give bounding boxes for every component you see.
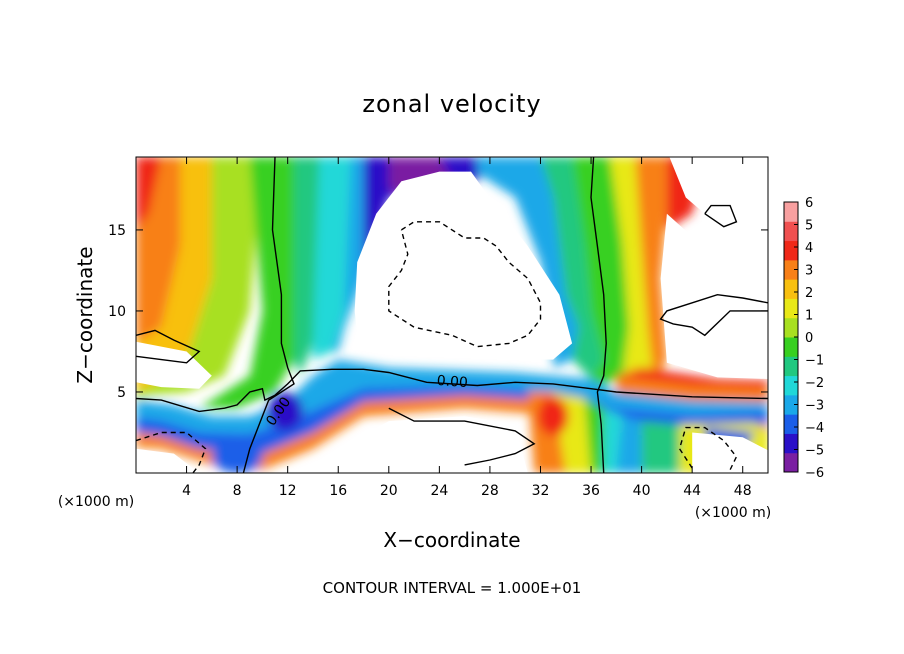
y-tick-label: 5 (117, 385, 126, 401)
colorbar-swatch (784, 317, 798, 338)
colorbar-tick-label: 6 (805, 196, 813, 211)
x-axis-title: X−coordinate (383, 528, 520, 552)
x-tick-label: 48 (734, 483, 752, 499)
colorbar-swatch (784, 394, 798, 415)
field-white-bottom-left (136, 448, 200, 473)
x-axis: 4 8 12 16 20 24 28 32 36 40 44 48 (182, 157, 752, 499)
field-left-orange (136, 157, 225, 392)
field-column-cyan-right (641, 421, 680, 473)
x-unit-label-left: (×1000 m) (58, 494, 134, 510)
colorbar-tick-label: 5 (805, 219, 813, 234)
colorbar-swatch (784, 337, 798, 357)
field-right-pink-strip (616, 367, 768, 389)
field-white-bottom (338, 416, 528, 473)
colorbar: 6 5 4 3 2 1 0 −1 −2 −3 −4 −5 −6 (783, 196, 824, 481)
colorbar-swatch (784, 356, 798, 377)
x-tick-label: 36 (582, 483, 600, 499)
colorbar-tick-label: −5 (805, 444, 824, 459)
contour-lines (136, 157, 768, 473)
colorbar-tick-label: −2 (805, 376, 824, 391)
field-right-red-band (635, 157, 667, 384)
y-axis-title: Z−coordinate (73, 246, 97, 383)
colorbar-tick-label: −1 (805, 354, 824, 369)
x-tick-label: 8 (233, 483, 242, 499)
plot-frame (135, 156, 769, 474)
colorbar-tick-label: 1 (805, 309, 813, 324)
colorbar-tick-label: 0 (805, 331, 813, 346)
field-white-bottom-right (692, 432, 768, 473)
colorbar-tick-label: −6 (805, 466, 824, 481)
field-right-yellow-band (610, 157, 655, 376)
field-white-top-right (669, 157, 768, 263)
colorbar-swatch (784, 240, 798, 261)
x-tick-label: 40 (633, 483, 651, 499)
colorbar-swatch (784, 279, 798, 299)
x-tick-label: 32 (532, 483, 550, 499)
colorbar-swatch (784, 452, 798, 473)
colorbar-swatch (784, 433, 798, 454)
x-tick-label: 20 (380, 483, 398, 499)
field-right-red-strip (616, 375, 768, 402)
plot-area: 0.00 0.00 (135, 156, 769, 474)
contour-bottom (388, 407, 536, 466)
field-lower-red (136, 395, 768, 470)
field-left-pink (136, 157, 162, 230)
colorbar-swatch (784, 259, 798, 280)
contour-right-small (704, 204, 738, 228)
chart-title: zonal velocity (362, 90, 541, 118)
colorbar-swatch (784, 375, 798, 396)
colorbar-tick-label: 3 (805, 264, 813, 279)
y-tick-label: 15 (108, 223, 126, 239)
colorbar-swatch (784, 414, 798, 434)
contour-right-dashed (678, 426, 738, 471)
contour-zero-shear (136, 368, 768, 413)
contour-zero-left (242, 157, 295, 473)
contour-center-dashed (388, 221, 542, 348)
x-tick-label: 12 (279, 483, 297, 499)
field-column-green (584, 398, 604, 473)
field-green-column (199, 157, 301, 409)
x-tick-label: 28 (481, 483, 499, 499)
velocity-field (136, 157, 768, 473)
contour-zero-right (590, 157, 607, 473)
colorbar-swatch (784, 221, 798, 242)
colorbar-swatch (784, 298, 798, 319)
y-tick-label: 10 (108, 304, 126, 320)
field-left-shear-core (267, 391, 303, 431)
colorbar-tick-label: −3 (805, 399, 824, 414)
field-shear-deep-blue (136, 385, 768, 454)
field-column-pink-core (537, 396, 569, 436)
contour-interval-note: CONTOUR INTERVAL = 1.000E+01 (323, 579, 582, 597)
field-column-cyan (603, 408, 623, 473)
x-tick-label: 16 (329, 483, 347, 499)
field-white-center (354, 171, 573, 360)
field-right-cyan-band (540, 157, 604, 379)
field-column-blue (616, 416, 642, 473)
x-tick-label: 4 (182, 483, 191, 499)
y-axis: 5 10 15 (108, 223, 768, 401)
colorbar-tick-label: −4 (805, 421, 824, 436)
contour-left-dashed (136, 431, 207, 473)
field-white-left (136, 341, 212, 389)
contour-right-loop (659, 293, 768, 337)
field-left-yellow-green (136, 157, 263, 401)
contour-left-closed (136, 329, 201, 364)
colorbar-tick-label: 2 (805, 286, 813, 301)
x-unit-label-right: (×1000 m) (695, 505, 771, 521)
x-tick-label: 24 (430, 483, 448, 499)
colorbar-swatch (784, 202, 798, 222)
colorbar-tick-label: 4 (805, 241, 813, 256)
x-tick-label: 44 (683, 483, 701, 499)
field-cyan (313, 157, 358, 360)
contour-label-2: 0.00 (436, 373, 468, 391)
